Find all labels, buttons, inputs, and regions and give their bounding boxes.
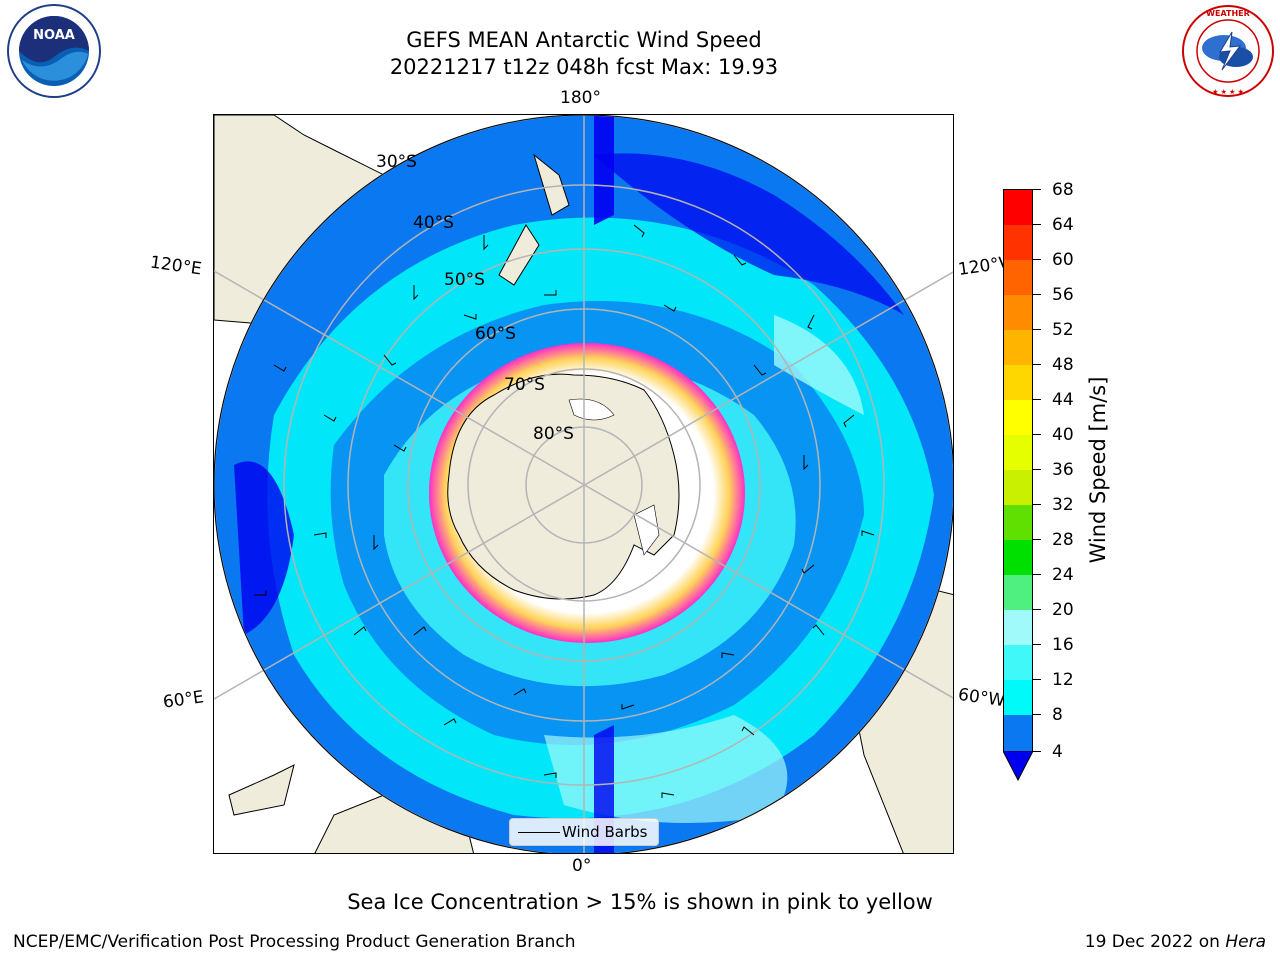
colorbar-tick bbox=[1033, 399, 1041, 400]
nws-logo: WEATHER ★ ★ ★ ★ bbox=[1176, 2, 1280, 104]
wind-barbs-legend: Wind Barbs bbox=[509, 818, 659, 846]
colorbar-label: 36 bbox=[1052, 460, 1074, 480]
svg-text:★ ★ ★ ★: ★ ★ ★ ★ bbox=[1212, 88, 1244, 96]
antarctica-land bbox=[447, 373, 680, 600]
colorbar-label: 8 bbox=[1052, 705, 1063, 725]
lat-label-30s: 30°S bbox=[376, 152, 417, 172]
colorbar-tick bbox=[1033, 224, 1041, 225]
legend-label: Wind Barbs bbox=[562, 823, 648, 841]
colorbar-segment bbox=[1004, 190, 1032, 225]
colorbar-segment bbox=[1004, 575, 1032, 610]
noaa-logo: NOAA bbox=[2, 2, 106, 104]
colorbar-segment bbox=[1004, 680, 1032, 715]
colorbar-label: 48 bbox=[1052, 355, 1074, 375]
colorbar-label: 24 bbox=[1052, 565, 1074, 585]
colorbar-label: 32 bbox=[1052, 495, 1074, 515]
colorbar-label: 68 bbox=[1052, 180, 1074, 200]
colorbar-segment bbox=[1004, 610, 1032, 645]
colorbar-label: 20 bbox=[1052, 600, 1074, 620]
wind-barb-line-icon bbox=[518, 832, 560, 833]
footer-credit: NCEP/EMC/Verification Post Processing Pr… bbox=[13, 932, 576, 952]
colorbar-segment bbox=[1004, 225, 1032, 260]
colorbar-label: 28 bbox=[1052, 530, 1074, 550]
colorbar-label: 52 bbox=[1052, 320, 1074, 340]
colorbar-segment bbox=[1004, 365, 1032, 400]
colorbar-label: 56 bbox=[1052, 285, 1074, 305]
lat-label-70s: 70°S bbox=[504, 375, 545, 395]
footer-host: Hera bbox=[1225, 932, 1266, 952]
colorbar-tick bbox=[1033, 259, 1041, 260]
colorbar bbox=[1003, 189, 1033, 752]
colorbar-label: 64 bbox=[1052, 215, 1074, 235]
map-title: GEFS MEAN Antarctic Wind Speed bbox=[406, 28, 762, 52]
lon-label-180: 180° bbox=[560, 88, 601, 108]
colorbar-label: 44 bbox=[1052, 390, 1074, 410]
lat-label-80s: 80°S bbox=[533, 424, 574, 444]
colorbar-segment bbox=[1004, 540, 1032, 575]
madagascar-land bbox=[228, 764, 295, 816]
colorbar-label: 4 bbox=[1052, 742, 1063, 762]
colorbar-segment bbox=[1004, 260, 1032, 295]
colorbar-tick bbox=[1033, 714, 1041, 715]
colorbar-segment bbox=[1004, 715, 1032, 751]
colorbar-segment bbox=[1004, 435, 1032, 470]
lat-label-50s: 50°S bbox=[444, 270, 485, 290]
lat-label-40s: 40°S bbox=[413, 213, 454, 233]
colorbar-label: 12 bbox=[1052, 670, 1074, 690]
colorbar-tick bbox=[1033, 574, 1041, 575]
colorbar-tick bbox=[1033, 644, 1041, 645]
footer-date-text: 19 Dec 2022 on bbox=[1084, 932, 1226, 952]
colorbar-segment bbox=[1004, 505, 1032, 540]
colorbar-tick bbox=[1033, 329, 1041, 330]
colorbar-tick bbox=[1033, 189, 1041, 190]
map-subtitle: 20221217 t12z 048h fcst Max: 19.93 bbox=[389, 55, 779, 79]
colorbar-tick bbox=[1033, 434, 1041, 435]
footer-date: 19 Dec 2022 on Hera bbox=[1085, 932, 1266, 952]
sea-ice-caption: Sea Ice Concentration > 15% is shown in … bbox=[347, 890, 933, 914]
colorbar-segment bbox=[1004, 470, 1032, 505]
colorbar-tick bbox=[1033, 469, 1041, 470]
colorbar-tick bbox=[1033, 364, 1041, 365]
colorbar-label: 16 bbox=[1052, 635, 1074, 655]
new-zealand-land bbox=[498, 153, 570, 286]
colorbar-tick bbox=[1033, 539, 1041, 540]
colorbar-tick bbox=[1033, 609, 1041, 610]
colorbar-tick bbox=[1033, 504, 1041, 505]
colorbar-tick bbox=[1033, 679, 1041, 680]
colorbar-tick bbox=[1033, 751, 1041, 752]
colorbar-tick bbox=[1033, 294, 1041, 295]
colorbar-extend-arrow bbox=[1003, 751, 1033, 781]
polar-map bbox=[213, 114, 954, 854]
lat-label-60s: 60°S bbox=[475, 324, 516, 344]
lon-label-0: 0° bbox=[572, 856, 592, 876]
lon-label-60e: 60°E bbox=[161, 687, 206, 713]
colorbar-label: 60 bbox=[1052, 250, 1074, 270]
colorbar-title: Wind Speed [m/s] bbox=[1086, 376, 1110, 564]
colorbar-segment bbox=[1004, 645, 1032, 680]
lon-label-60w: 60°W bbox=[956, 684, 1007, 712]
lon-label-120e: 120°E bbox=[148, 252, 203, 280]
colorbar-label: 40 bbox=[1052, 425, 1074, 445]
svg-text:NOAA: NOAA bbox=[33, 28, 75, 43]
colorbar-segment bbox=[1004, 330, 1032, 365]
svg-text:WEATHER: WEATHER bbox=[1206, 9, 1250, 18]
colorbar-segment bbox=[1004, 400, 1032, 435]
colorbar-segment bbox=[1004, 295, 1032, 330]
